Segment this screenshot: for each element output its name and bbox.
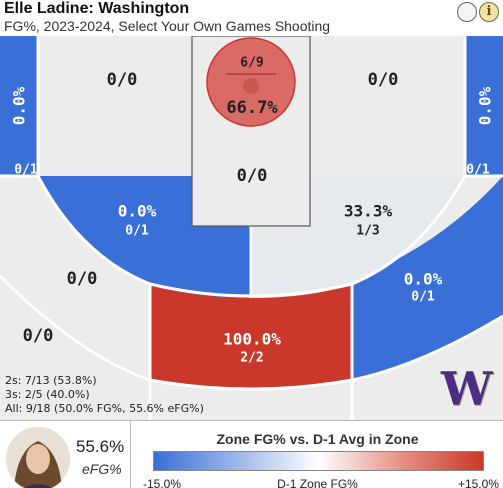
right-elbow-frac: 1/3 bbox=[356, 223, 380, 239]
right-corner-pct: 0.0% bbox=[475, 86, 495, 126]
chart-footer: 55.6% eFG% Zone FG% vs. D-1 Avg in Zone … bbox=[0, 420, 503, 488]
zone-right-elbow-mid bbox=[251, 176, 465, 298]
left-wing-frac: 0/0 bbox=[66, 269, 98, 289]
legend-max-label: +15.0% bbox=[457, 477, 499, 488]
zone-right-wing-three bbox=[352, 176, 503, 380]
top-key-frac: 2/2 bbox=[240, 350, 264, 366]
zone-right-corner-three bbox=[465, 36, 503, 176]
right-elbow-pct: 33.3% bbox=[343, 201, 393, 221]
threes-stat: 3s: 2/5 (40.0%) bbox=[5, 388, 90, 401]
zone-left-elbow-mid bbox=[38, 176, 251, 298]
left-baseline-frac: 0/0 bbox=[106, 70, 138, 90]
legend-min-label: -15.0% bbox=[143, 477, 182, 488]
left-deep-frac: 0/0 bbox=[22, 326, 54, 346]
chart-header: Elle Ladine: Washington FG%, 2023-2024, … bbox=[0, 0, 503, 36]
legend-gradient-bar bbox=[153, 451, 484, 471]
court-svg bbox=[0, 36, 503, 420]
info-icon[interactable]: i bbox=[479, 2, 499, 22]
left-corner-frac: 0/1 bbox=[14, 162, 38, 178]
left-corner-pct: 0.0% bbox=[9, 86, 29, 126]
hoop-ring bbox=[243, 78, 259, 94]
right-corner-frac: 0/1 bbox=[466, 162, 490, 178]
player-title: Elle Ladine: Washington bbox=[4, 0, 190, 17]
top-key-pct: 100.0% bbox=[223, 329, 281, 349]
restricted-pct: 66.7% bbox=[226, 98, 278, 118]
shot-chart-court: 0.0% 0/1 0.0% 0/1 0/0 0/0 6/9 66.7% 0/0 … bbox=[0, 36, 503, 420]
right-baseline-frac: 0/0 bbox=[367, 70, 399, 90]
efg-label: eFG% bbox=[82, 461, 122, 477]
paint-outline bbox=[191, 36, 311, 227]
legend-mid-label: D-1 Zone FG% bbox=[277, 477, 358, 488]
zone-top-of-key-three bbox=[150, 284, 352, 389]
right-wing-frac: 0/1 bbox=[411, 289, 435, 305]
court-lines bbox=[0, 36, 503, 420]
twos-stat: 2s: 7/13 (53.8%) bbox=[5, 374, 97, 387]
zone-left-corner-three bbox=[0, 36, 38, 176]
all-stat: All: 9/18 (50.0% FG%, 55.6% eFG%) bbox=[5, 402, 204, 415]
right-wing-pct: 0.0% bbox=[403, 269, 443, 289]
chart-subtitle: FG%, 2023-2024, Select Your Own Games Sh… bbox=[4, 18, 331, 34]
legend-title: Zone FG% vs. D-1 Avg in Zone bbox=[216, 431, 419, 447]
shooting-stats: 2s: 7/13 (53.8%) 3s: 2/5 (40.0%) All: 9/… bbox=[5, 374, 204, 416]
efg-value: 55.6% bbox=[76, 437, 125, 456]
left-elbow-pct: 0.0% bbox=[117, 201, 157, 221]
player-avatar bbox=[6, 427, 70, 488]
paint-frac: 0/0 bbox=[236, 166, 268, 186]
circle-icon[interactable] bbox=[457, 2, 477, 22]
color-legend: Zone FG% vs. D-1 Avg in Zone -15.0% D-1 … bbox=[130, 421, 503, 488]
washington-logo: W bbox=[441, 362, 493, 416]
left-elbow-frac: 0/1 bbox=[125, 223, 149, 239]
restricted-frac: 6/9 bbox=[240, 55, 264, 71]
